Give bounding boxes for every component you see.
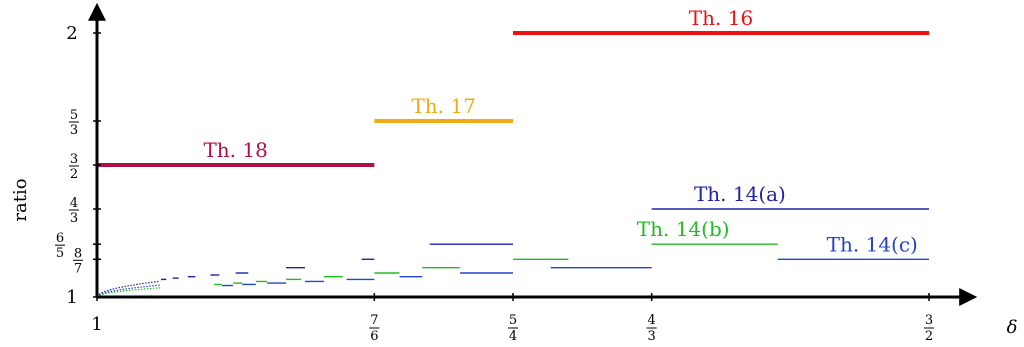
y-tick-den-5: 3	[70, 123, 78, 138]
series-label-th-17: Th. 17	[411, 94, 475, 118]
x-tick-num-4: 3	[925, 313, 933, 328]
y-tick-den-1: 7	[74, 261, 82, 276]
x-tick-num-1: 7	[370, 313, 378, 328]
y-tick-num-1: 8	[74, 246, 82, 261]
series-labels: Th. 16 Th. 17 Th. 18 Th. 14(a) Th. 14(b) Th. …	[203, 6, 917, 256]
x-tick-den-4: 2	[925, 329, 933, 344]
y-tick-label-6: 2	[66, 23, 77, 44]
x-tick-num-3: 4	[648, 313, 656, 328]
y-tick-num-3: 4	[70, 196, 78, 211]
y-tick-den-3: 3	[70, 211, 78, 226]
y-tick-num-4: 3	[70, 152, 78, 167]
y-tick-label-0: 1	[66, 287, 77, 308]
convergence-curve-0	[96, 280, 161, 298]
y-tick-den-2: 5	[56, 246, 64, 261]
x-tick-num-2: 5	[509, 313, 517, 328]
convergence-curve-2	[96, 284, 161, 298]
x-tick-den-2: 4	[509, 329, 517, 344]
series-label-th-14-b-: Th. 14(b)	[637, 217, 730, 241]
x-axis-label: δ	[1007, 317, 1018, 338]
y-tick-num-2: 6	[56, 231, 64, 246]
y-tick-num-5: 5	[70, 108, 78, 123]
y-axis-label: ratio	[10, 178, 31, 221]
y-tick-den-4: 2	[70, 167, 78, 182]
x-tick-den-3: 3	[648, 329, 656, 344]
x-tick-den-1: 6	[370, 329, 378, 344]
series-label-th-14-c-: Th. 14(c)	[827, 232, 918, 256]
series-label-th-16: Th. 16	[689, 6, 753, 30]
series-label-th-14-a-: Th. 14(a)	[694, 182, 786, 206]
series-label-th-18: Th. 18	[203, 138, 267, 162]
plot-area	[96, 31, 929, 298]
x-tick-label-0: 1	[91, 314, 102, 335]
